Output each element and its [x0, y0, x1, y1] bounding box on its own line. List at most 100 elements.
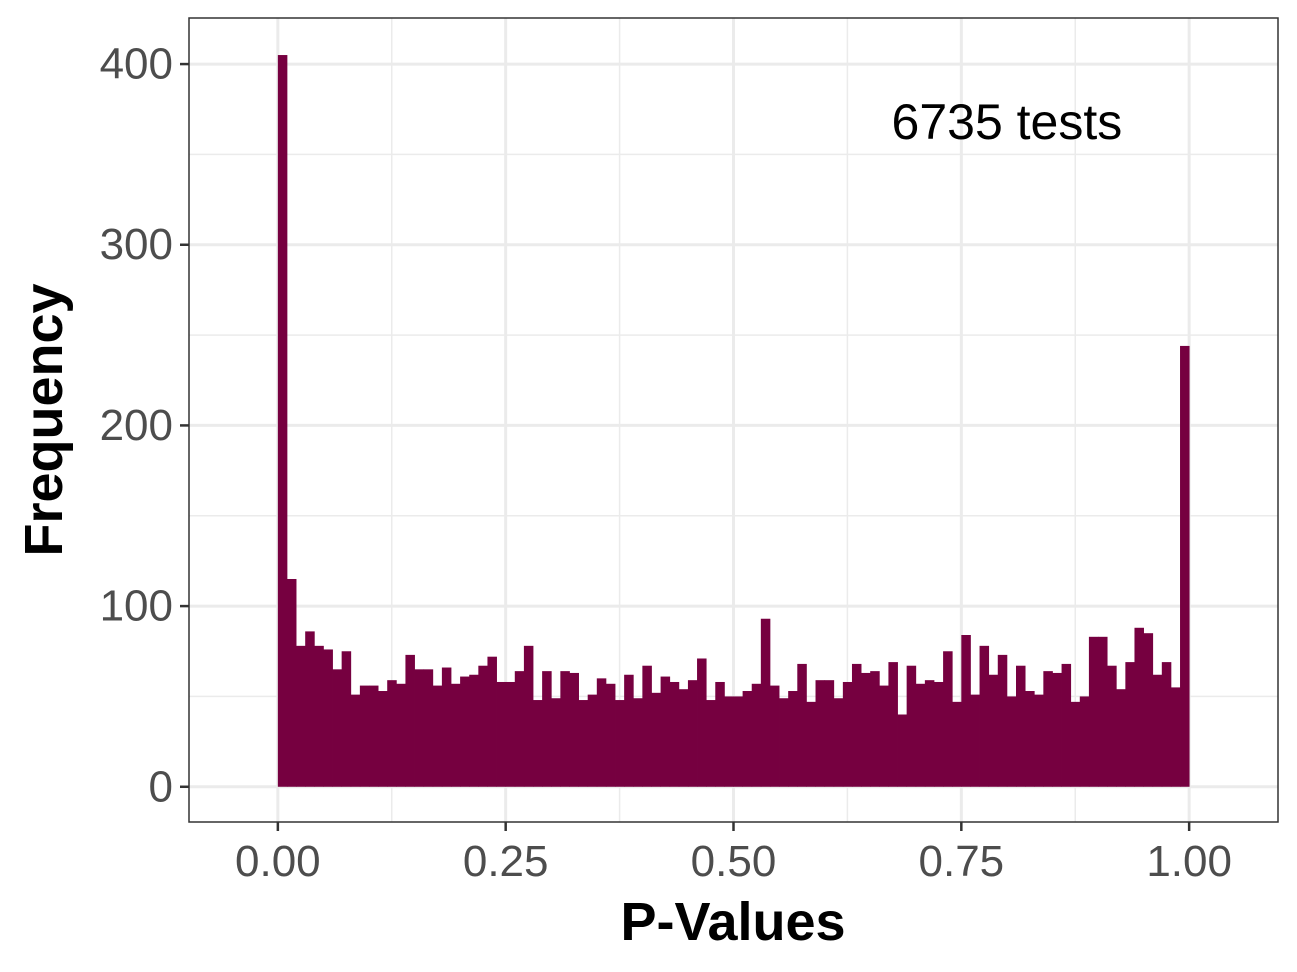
histogram-bar	[414, 669, 425, 787]
x-axis-title: P-Values	[620, 892, 845, 952]
histogram-bar	[733, 696, 744, 787]
y-tick-label: 400	[100, 40, 173, 89]
histogram-bar	[1034, 694, 1044, 787]
histogram-bar	[988, 674, 999, 787]
histogram-bar	[1088, 636, 1099, 787]
x-tick-label: 1.00	[1146, 837, 1232, 886]
histogram-bar	[1161, 662, 1172, 787]
histogram-bar	[441, 667, 452, 787]
histogram-bar	[742, 691, 753, 787]
histogram-bar	[824, 680, 835, 787]
y-tick-label: 100	[100, 582, 173, 631]
histogram-bar	[1116, 689, 1126, 787]
histogram-bar	[669, 681, 680, 787]
histogram-bar	[1025, 691, 1035, 787]
histogram-bar	[296, 645, 306, 787]
histogram-bar	[596, 678, 607, 787]
histogram-bar	[1070, 701, 1081, 787]
histogram-bar	[542, 671, 552, 787]
test-count-annotation: 6735 tests	[892, 94, 1123, 150]
histogram-bar	[961, 635, 971, 787]
histogram-bar	[806, 701, 816, 787]
histogram-bar	[888, 662, 898, 787]
histogram-bar	[286, 578, 297, 787]
histogram-bar	[560, 671, 570, 787]
histogram-bar	[1134, 627, 1144, 787]
histogram-bar	[514, 671, 525, 787]
histogram-bar	[1043, 671, 1053, 787]
y-tick-label: 0	[149, 762, 173, 811]
histogram-bar	[979, 645, 990, 787]
histogram-bar	[724, 696, 734, 787]
histogram-bar	[788, 691, 798, 787]
y-tick-label: 200	[100, 401, 173, 450]
histogram-bar	[551, 698, 561, 787]
histogram-bar	[569, 672, 579, 787]
histogram-bar	[314, 645, 324, 787]
histogram-bar	[578, 700, 589, 787]
histogram-bar	[469, 674, 479, 787]
histogram-bar	[1180, 345, 1190, 787]
histogram-bar	[642, 665, 652, 787]
histogram-bar	[997, 654, 1008, 787]
histogram-bar	[678, 689, 689, 787]
histogram-bar	[633, 698, 643, 787]
histogram-bar	[1006, 696, 1017, 787]
histogram-bar	[651, 692, 661, 787]
histogram-bar	[359, 685, 370, 787]
histogram-bar	[797, 663, 807, 787]
histogram-bar	[505, 681, 516, 787]
x-tick-label: 0.75	[919, 837, 1005, 886]
histogram-bar	[405, 654, 415, 787]
histogram-bar	[697, 658, 707, 787]
histogram-bar	[915, 683, 926, 787]
histogram-bar	[450, 683, 461, 787]
histogram-bar	[624, 674, 634, 787]
histogram-bar	[933, 681, 944, 787]
histogram-bar	[1125, 662, 1135, 787]
histogram-bar	[897, 714, 908, 787]
histogram-bar	[779, 698, 789, 787]
histogram-bar	[587, 694, 598, 787]
histogram-bar	[715, 681, 725, 787]
x-tick-label: 0.00	[235, 837, 321, 886]
histogram-bar	[615, 700, 625, 787]
histogram-bar	[323, 649, 333, 787]
x-tick-label: 0.50	[691, 837, 777, 886]
histogram-bar	[423, 669, 434, 787]
histogram-bar	[1098, 636, 1108, 787]
histogram-bar	[605, 683, 616, 787]
x-axis-ticks: 0.00 0.25 0.50 0.75 1.00	[235, 822, 1232, 886]
histogram-bar	[341, 651, 352, 787]
histogram-bar	[1170, 687, 1181, 787]
histogram-bar	[332, 669, 343, 787]
histogram-bar	[1107, 665, 1117, 787]
y-axis-title: Frequency	[14, 283, 74, 556]
histogram-bar	[833, 698, 844, 787]
histogram-bar	[1143, 633, 1154, 787]
histogram-bar	[496, 681, 507, 787]
histogram-bar	[396, 683, 406, 787]
histogram-bar	[870, 671, 880, 787]
histogram-bar	[523, 645, 534, 787]
histogram-bar	[1079, 696, 1090, 787]
histogram-bar	[706, 700, 716, 787]
histogram-bar	[378, 691, 388, 787]
histogram-bar	[924, 680, 935, 787]
histogram-bar	[660, 676, 671, 787]
histogram-bar	[687, 680, 698, 787]
histogram-bar	[861, 672, 871, 787]
histogram-bar	[970, 694, 980, 787]
histogram-bar	[842, 681, 853, 787]
histogram-bar	[760, 618, 771, 787]
histogram-bar	[368, 685, 379, 787]
histogram-bar	[1152, 674, 1163, 787]
histogram-bar	[943, 651, 953, 787]
histogram-bar	[751, 683, 762, 787]
histogram-bar	[906, 665, 917, 787]
y-tick-label: 300	[100, 220, 173, 269]
histogram-bar	[487, 656, 497, 787]
histogram-bar	[533, 700, 543, 787]
y-axis-ticks: 0 100 200 300 400	[100, 40, 189, 811]
